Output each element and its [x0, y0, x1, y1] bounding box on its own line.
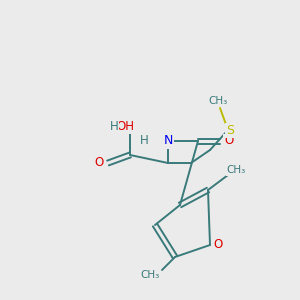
Text: O: O [94, 157, 103, 169]
Text: CH₃: CH₃ [140, 270, 160, 280]
Text: CH₃: CH₃ [208, 96, 228, 106]
Text: O: O [224, 134, 234, 148]
Text: H: H [110, 121, 118, 134]
Text: S: S [226, 124, 234, 136]
Text: CH₃: CH₃ [226, 165, 246, 175]
Text: N: N [163, 134, 173, 148]
Text: H: H [140, 134, 148, 148]
Text: O: O [213, 238, 223, 251]
Text: OH: OH [116, 121, 134, 134]
